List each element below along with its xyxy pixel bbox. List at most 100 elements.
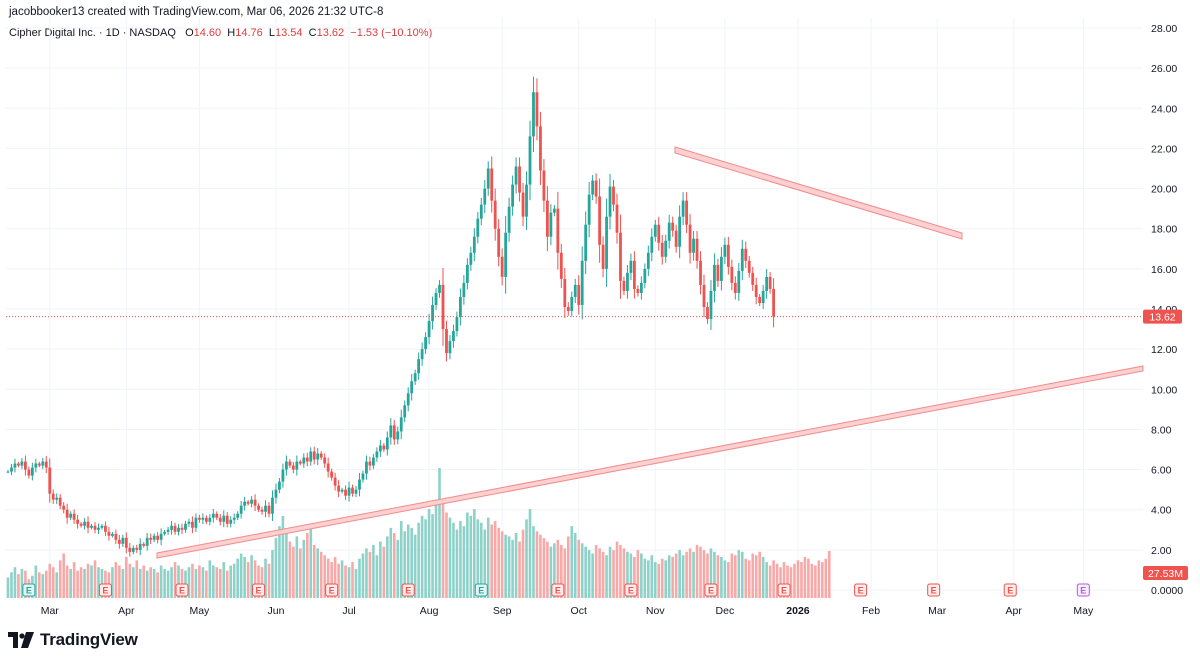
candle-body[interactable]: [180, 527, 184, 530]
candle-body[interactable]: [598, 196, 601, 245]
earnings-marker[interactable]: [777, 583, 791, 597]
candle-body[interactable]: [191, 521, 194, 528]
candle-body[interactable]: [532, 92, 535, 137]
candle-body[interactable]: [312, 451, 316, 460]
candle-body[interactable]: [347, 487, 351, 496]
candle-body[interactable]: [305, 457, 309, 462]
candle-body[interactable]: [445, 329, 448, 354]
candle-body[interactable]: [646, 252, 650, 269]
candle-body[interactable]: [246, 501, 250, 504]
earnings-marker[interactable]: [854, 583, 868, 597]
candle-body[interactable]: [229, 519, 233, 524]
candle-body[interactable]: [761, 290, 765, 303]
candle-body[interactable]: [62, 505, 66, 510]
candle-body[interactable]: [525, 184, 528, 217]
candle-body[interactable]: [236, 513, 240, 518]
candle-body[interactable]: [319, 453, 323, 458]
candle-body[interactable]: [563, 278, 567, 307]
candle-body[interactable]: [650, 236, 654, 253]
candle-body[interactable]: [128, 547, 132, 552]
candle-body[interactable]: [629, 260, 633, 273]
candle-body[interactable]: [685, 200, 688, 225]
candle-body[interactable]: [528, 136, 532, 185]
candle-body[interactable]: [17, 463, 20, 466]
candle-body[interactable]: [225, 515, 229, 524]
earnings-marker[interactable]: [474, 583, 488, 597]
candle-body[interactable]: [48, 467, 52, 494]
candle-body[interactable]: [688, 224, 692, 253]
candle-body[interactable]: [410, 381, 414, 394]
candle-body[interactable]: [413, 373, 417, 382]
candle-body[interactable]: [733, 282, 737, 293]
candle-body[interactable]: [566, 306, 570, 312]
candle-body[interactable]: [198, 517, 201, 520]
candle-body[interactable]: [535, 92, 539, 127]
candle-body[interactable]: [678, 216, 682, 247]
candle-body[interactable]: [177, 527, 180, 532]
candle-body[interactable]: [723, 244, 727, 257]
candle-body[interactable]: [187, 521, 191, 524]
candle-body[interactable]: [378, 445, 382, 452]
candle-body[interactable]: [156, 535, 160, 540]
candle-body[interactable]: [361, 473, 365, 480]
candle-body[interactable]: [622, 280, 626, 291]
candle-body[interactable]: [438, 284, 441, 293]
candle-body[interactable]: [97, 527, 100, 530]
candle-body[interactable]: [302, 457, 306, 464]
candle-body[interactable]: [368, 461, 372, 466]
candle-body[interactable]: [754, 284, 758, 297]
earnings-marker[interactable]: [252, 583, 266, 597]
candle-body[interactable]: [573, 284, 577, 297]
candle-body[interactable]: [396, 431, 400, 440]
candle-body[interactable]: [358, 479, 361, 490]
earnings-marker[interactable]: [1003, 583, 1017, 597]
candle-body[interactable]: [20, 461, 24, 466]
candle-body[interactable]: [201, 517, 205, 520]
candle-body[interactable]: [389, 425, 393, 438]
candle-body[interactable]: [726, 244, 730, 267]
candle-body[interactable]: [149, 537, 153, 540]
candle-body[interactable]: [24, 461, 27, 470]
candle-body[interactable]: [699, 260, 702, 285]
candle-body[interactable]: [452, 331, 455, 342]
candle-body[interactable]: [152, 535, 156, 540]
candle-body[interactable]: [441, 284, 445, 330]
candle-body[interactable]: [330, 471, 334, 478]
candle-body[interactable]: [681, 200, 685, 217]
candle-body[interactable]: [90, 525, 93, 528]
earnings-marker[interactable]: [624, 583, 638, 597]
candle-body[interactable]: [131, 547, 135, 552]
candle-body[interactable]: [514, 166, 518, 185]
symbol-title[interactable]: Cipher Digital Inc. · 1D · NASDAQ: [9, 27, 176, 39]
candle-body[interactable]: [758, 296, 762, 303]
candle-body[interactable]: [166, 529, 170, 532]
candle-body[interactable]: [559, 252, 563, 279]
candle-body[interactable]: [591, 180, 595, 195]
candle-body[interactable]: [215, 513, 219, 518]
candle-body[interactable]: [232, 517, 236, 520]
candle-body[interactable]: [605, 216, 608, 269]
candle-body[interactable]: [768, 276, 772, 289]
candle-body[interactable]: [713, 264, 716, 291]
candle-body[interactable]: [288, 461, 292, 466]
candle-body[interactable]: [114, 533, 118, 540]
candle-body[interactable]: [643, 268, 647, 283]
candle-body[interactable]: [490, 168, 494, 201]
earnings-marker[interactable]: [1076, 583, 1090, 597]
candle-body[interactable]: [285, 461, 288, 470]
candle-body[interactable]: [448, 341, 452, 354]
candle-body[interactable]: [399, 417, 403, 432]
candle-body[interactable]: [111, 533, 114, 536]
candle-body[interactable]: [483, 188, 487, 205]
candle-body[interactable]: [570, 296, 574, 312]
candle-body[interactable]: [552, 208, 556, 213]
candle-body[interactable]: [159, 533, 163, 540]
candle-body[interactable]: [382, 445, 386, 450]
candle-body[interactable]: [674, 230, 678, 247]
candle-body[interactable]: [497, 228, 501, 257]
candle-body[interactable]: [291, 465, 295, 470]
candle-body[interactable]: [243, 501, 247, 506]
candle-body[interactable]: [608, 186, 612, 217]
candle-body[interactable]: [500, 256, 504, 277]
candle-body[interactable]: [278, 481, 281, 490]
